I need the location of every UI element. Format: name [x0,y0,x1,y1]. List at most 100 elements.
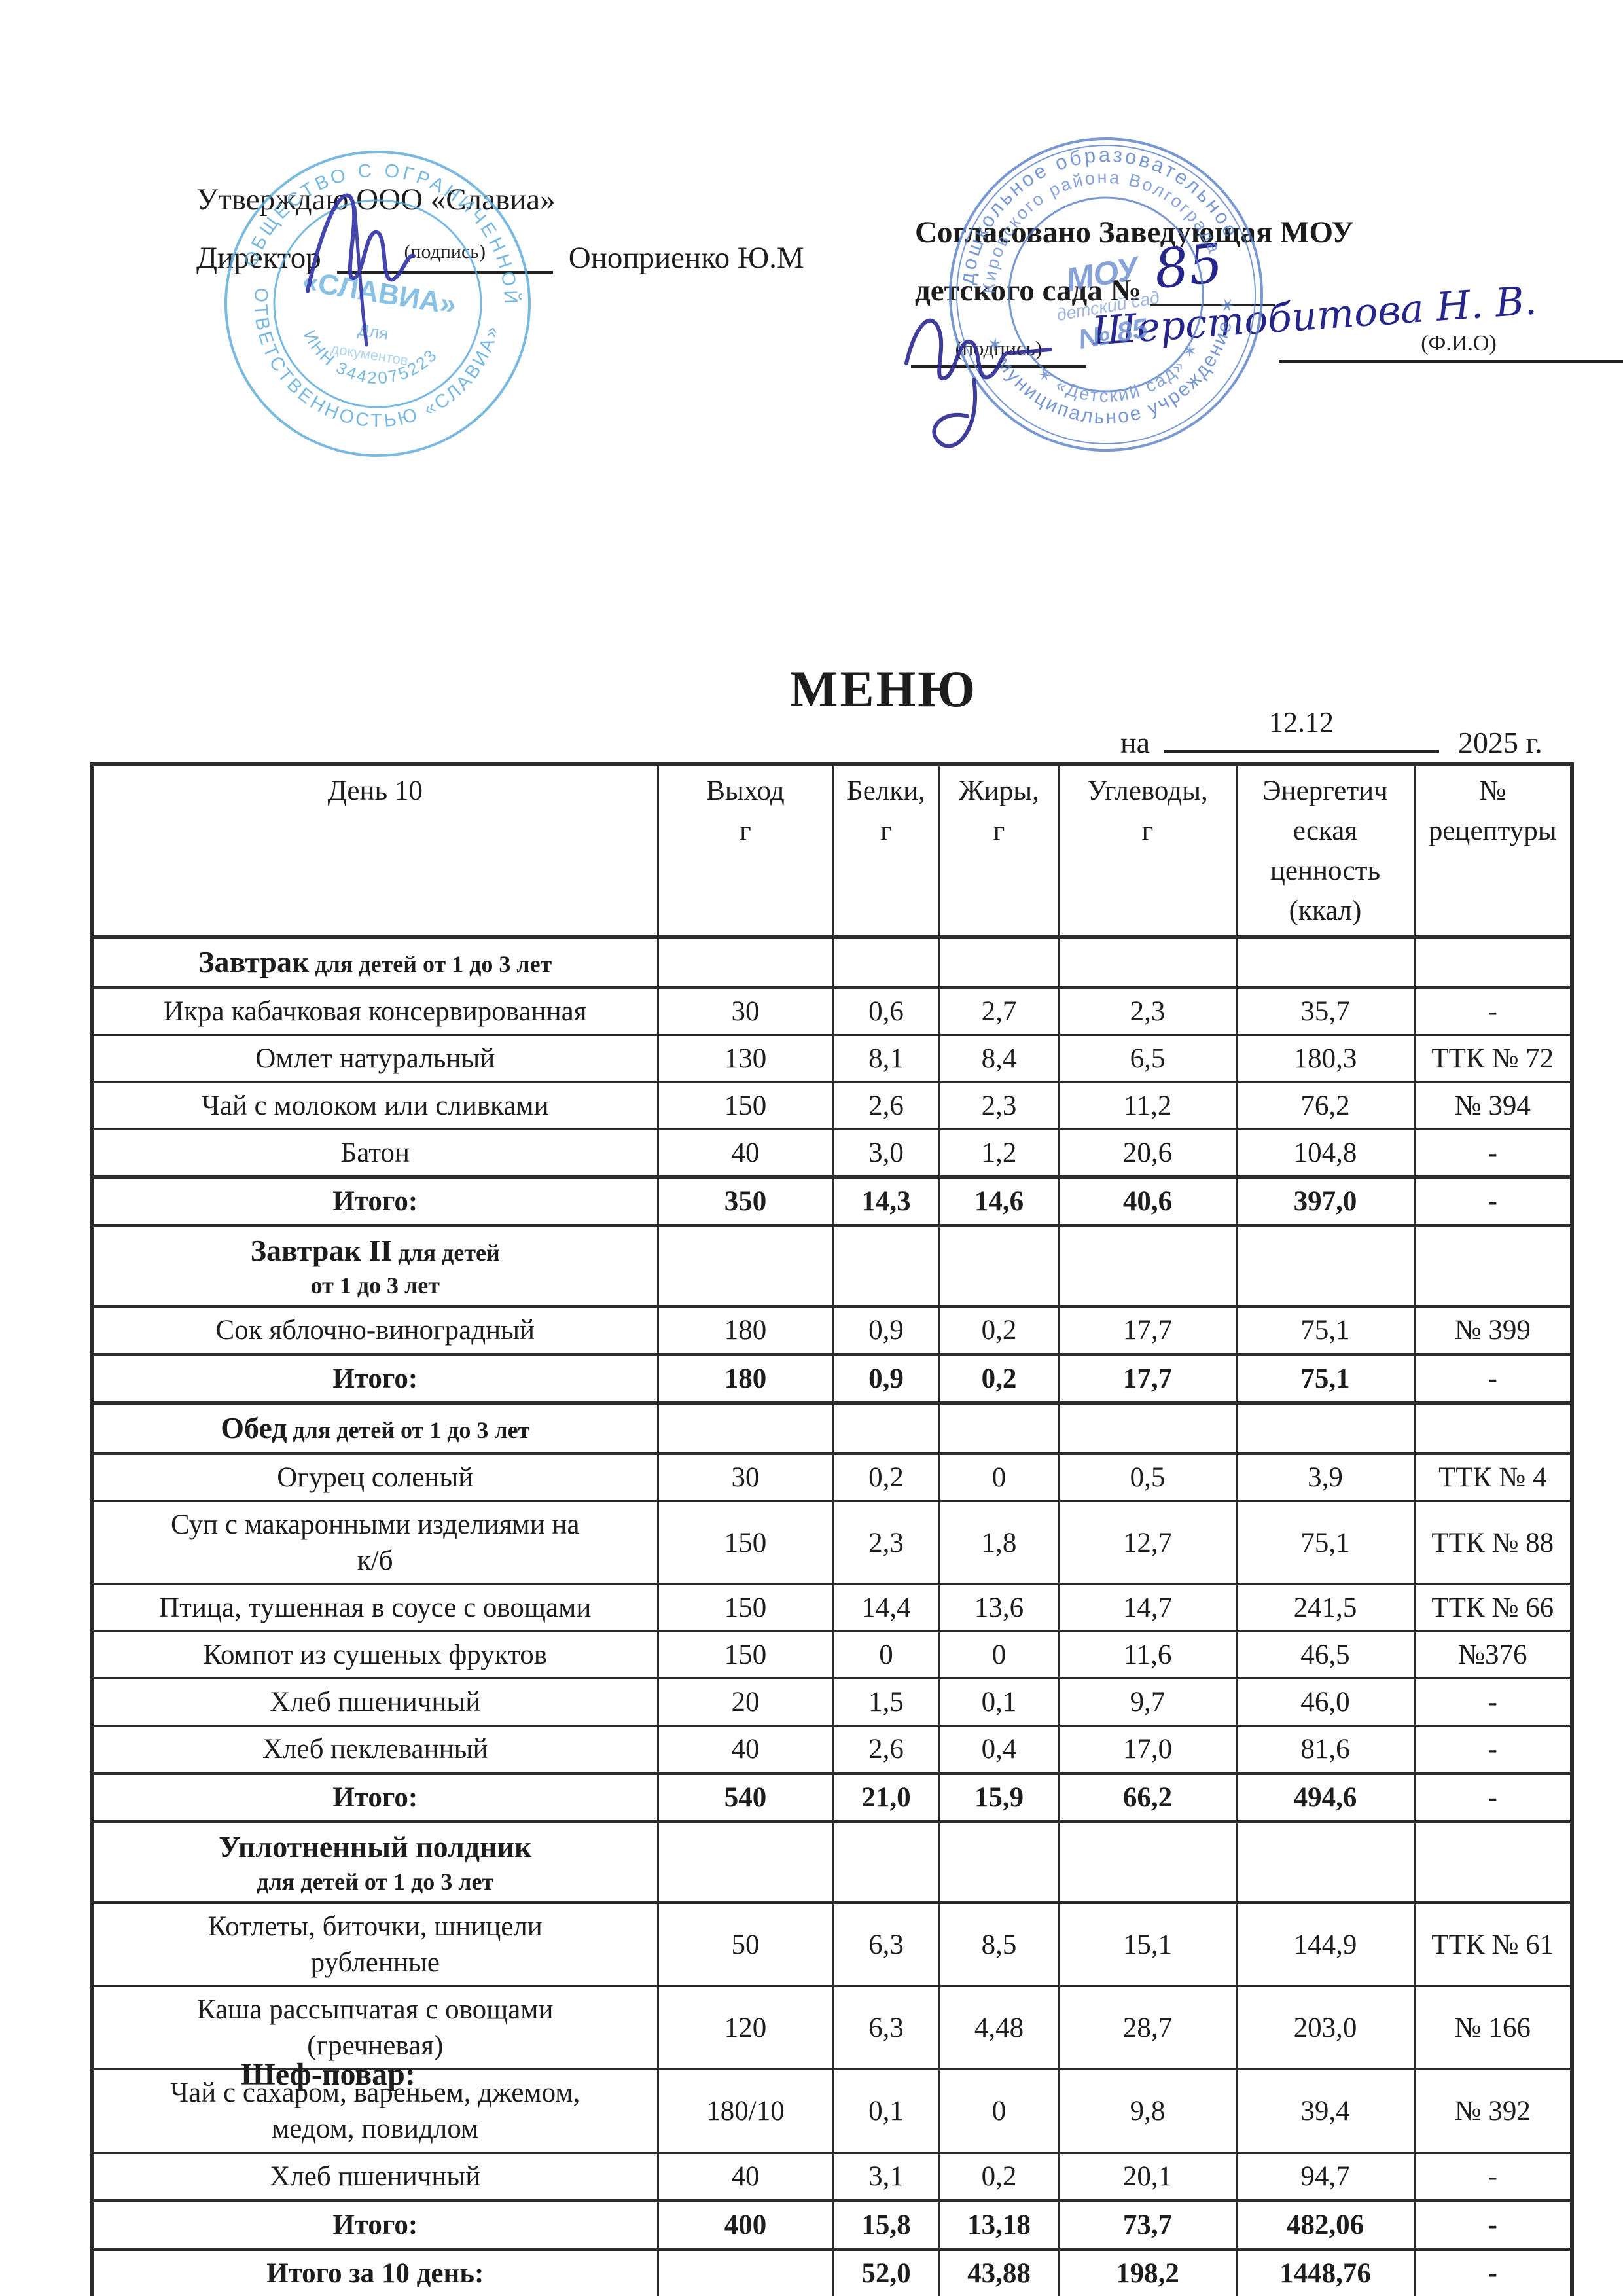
out-cell: 30 [656,1452,834,1503]
kcal-cell: 241,5 [1235,1583,1416,1633]
total-label-cell: Итого: [90,1175,659,1228]
empty-cell [1058,1224,1238,1308]
dish-name-cell: Каша рассыпчатая с овощами (гречневая) [90,1985,659,2071]
recipe-cell: № 166 [1413,1985,1573,2071]
menu-item-row: Птица, тушенная в соусе с овощами 150 14,4… [90,1583,1573,1633]
carb-cell: 20,1 [1058,2151,1238,2202]
out-cell: 150 [656,1081,834,1131]
recipe-cell: - [1413,1772,1573,1824]
director-ink-signature [306,193,416,347]
table-header-row: День 10 Выход г Белки, г Жиры, г Углевод… [90,763,1573,939]
out-cell: 400 [656,2198,834,2251]
fio-caption: (Ф.И.О) [1421,331,1497,355]
date-value: 12.12 [1269,706,1334,738]
date-year: 2025 г. [1458,726,1543,759]
out-cell: 350 [656,1175,834,1228]
out-cell [656,2247,834,2296]
empty-cell [1235,1820,1416,1905]
dish-name-cell: Батон [90,1128,659,1179]
col-header-protein: Белки, г [832,763,940,939]
menu-item-row: Огурец соленый 30 0,2 0 0,5 3,9 ТТК № 4 [90,1452,1573,1503]
section-title-cell: Завтрак для детей от 1 до 3 лет [90,935,659,990]
menu-item-row: Хлеб пшеничный 40 3,1 0,2 20,1 94,7- [90,2151,1573,2202]
carb-cell: 15,1 [1058,1901,1238,1988]
carb-cell: 9,7 [1058,1677,1238,1727]
out-cell: 50 [656,1901,834,1988]
total-row: Итого за 10 день: 52,0 43,88 198,2 1448,76- [90,2247,1573,2296]
dish-name-cell: Сок яблочно-виноградный [90,1305,659,1356]
total-row: Итого: 540 21,0 15,9 66,2 494,6- [90,1772,1573,1824]
protein-cell: 3,1 [832,2151,940,2202]
recipe-cell: - [1413,986,1573,1037]
dish-name-cell: Котлеты, биточки, шницели рубленные [90,1901,659,1988]
carb-cell: 40,6 [1058,1175,1238,1228]
fat-cell: 13,6 [938,1583,1060,1633]
slavia-round-stamp: ОБЩЕСТВО С ОГРАНИЧЕННОЙ ОТВЕТСТВЕННОСТЬЮ… [224,147,535,457]
kcal-cell: 104,8 [1235,1128,1416,1179]
kcal-cell: 76,2 [1235,1081,1416,1131]
dish-name-cell: Хлеб пшеничный [90,1677,659,1727]
protein-cell: 2,6 [832,1081,940,1131]
out-cell: 130 [656,1034,834,1084]
out-cell: 120 [656,1985,834,2071]
recipe-cell: № 392 [1413,2068,1573,2154]
empty-cell [1058,935,1238,990]
empty-cell [656,1401,834,1456]
fat-cell: 0,2 [938,2151,1060,2202]
protein-cell: 2,3 [832,1500,940,1586]
dish-name-cell: Компот из сушеных фруктов [90,1630,659,1680]
recipe-cell: - [1413,2151,1573,2202]
kcal-cell: 35,7 [1235,986,1416,1037]
empty-cell [1413,1401,1573,1456]
fat-cell: 2,3 [938,1081,1060,1131]
fat-cell: 13,18 [938,2198,1060,2251]
menu-item-row: Каша рассыпчатая с овощами (гречневая) 12… [90,1985,1573,2071]
protein-cell: 1,5 [832,1677,940,1727]
empty-cell [832,1820,940,1905]
recipe-cell: - [1413,2247,1573,2296]
menu-item-row: Компот из сушеных фруктов 150 0 0 11,6 46,5 №3… [90,1630,1573,1680]
out-cell: 180/10 [656,2068,834,2154]
menu-item-row: Хлеб пшеничный 20 1,5 0,1 9,7 46,0- [90,1677,1573,1727]
recipe-cell: - [1413,1128,1573,1179]
empty-cell [656,1820,834,1905]
recipe-cell: ТТК № 66 [1413,1583,1573,1633]
kcal-cell: 3,9 [1235,1452,1416,1503]
total-label-cell: Итого: [90,1772,659,1824]
kcal-cell: 46,0 [1235,1677,1416,1727]
col-header-energy: Энергетич еская ценность (ккал) [1235,763,1416,939]
empty-cell [1235,935,1416,990]
out-cell: 150 [656,1583,834,1633]
dish-name-cell: Птица, тушенная в соусе с овощами [90,1583,659,1633]
total-row: Итого: 180 0,9 0,2 17,7 75,1- [90,1353,1573,1405]
protein-cell: 0,9 [832,1305,940,1356]
section-suffix: для детей [392,1240,500,1266]
recipe-cell: - [1413,2198,1573,2251]
kcal-cell: 144,9 [1235,1901,1416,1988]
section-title: Завтрак II [250,1234,393,1268]
section-suffix: для детей от 1 до 3 лет [287,1417,530,1444]
dish-name-cell: Хлеб пеклеванный [90,1725,659,1775]
signature-caption-left: (подпись) [404,241,486,262]
fat-cell: 0 [938,1630,1060,1680]
fat-cell: 2,7 [938,986,1060,1037]
empty-cell [1235,1224,1416,1308]
menu-item-row: Сок яблочно-виноградный 180 0,9 0,2 17,7 75,1… [90,1305,1573,1356]
fat-cell: 8,5 [938,1901,1060,1988]
empty-cell [938,935,1060,990]
empty-cell [1413,1224,1573,1308]
col-header-fat: Жиры, г [938,763,1060,939]
page-title: МЕНЮ [789,660,978,717]
carb-cell: 17,7 [1058,1305,1238,1356]
fat-cell: 1,2 [938,1128,1060,1179]
protein-cell: 0,1 [832,2068,940,2154]
fat-cell: 0 [938,2068,1060,2154]
col-header-recipe: № рецептуры [1413,763,1573,939]
kcal-cell: 39,4 [1235,2068,1416,2154]
protein-cell: 14,4 [832,1583,940,1633]
protein-cell: 6,3 [832,1985,940,2071]
recipe-cell: №376 [1413,1630,1573,1680]
carb-cell: 73,7 [1058,2198,1238,2251]
approval-right-line2: детского сада № [915,270,1275,306]
